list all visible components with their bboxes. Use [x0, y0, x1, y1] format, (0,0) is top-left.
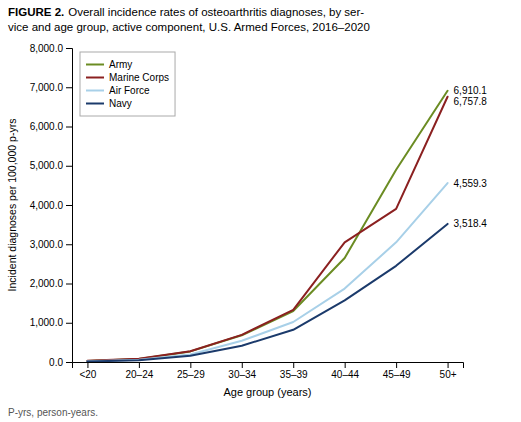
x-tick-mark: [242, 362, 243, 368]
y-tick: 1,000.0: [30, 317, 72, 328]
y-tick: 7,000.0: [30, 82, 72, 93]
y-tick: 8,000.0: [30, 43, 72, 54]
legend-swatch: [86, 77, 104, 79]
y-tick-mark: [66, 323, 72, 324]
y-tick: 0.0: [49, 357, 72, 368]
y-axis: 0.0 1,000.0 2,000.0 3,000.0 4,000.0 5,000.0 6,…: [30, 43, 73, 368]
legend-label: Marine Corps: [109, 72, 169, 83]
y-axis-title: Incident diagnoses per 100,000 p-yrs: [6, 119, 18, 292]
legend-item: Air Force: [86, 85, 150, 96]
series-line: [87, 183, 447, 361]
y-tick-mark: [66, 205, 72, 206]
y-tick-mark: [66, 244, 72, 245]
legend-swatch: [86, 90, 104, 92]
data-labels: 6,910.16,757.8 4,559.3 3,518.4: [454, 85, 488, 229]
x-tick: 30–34: [228, 362, 256, 380]
y-tick-label: 2,000.0: [30, 278, 64, 289]
x-tick-label: 25–29: [177, 369, 205, 380]
y-tick-label: 6,000.0: [30, 121, 64, 132]
x-tick: 50+: [440, 362, 457, 380]
y-tick: 3,000.0: [30, 239, 72, 250]
x-tick-mark: [396, 362, 397, 368]
x-axis: <20 20–24 25–29 30–34 35–39 40–44 45–49 50+: [73, 362, 464, 380]
series-line: [87, 91, 447, 361]
x-tick-label: 20–24: [125, 369, 153, 380]
x-tick-mark: [293, 362, 294, 368]
legend-swatch: [86, 103, 104, 105]
legend-label: Air Force: [109, 85, 150, 96]
y-tick: 6,000.0: [30, 121, 72, 132]
x-tick: 25–29: [177, 362, 205, 380]
x-tick-label: 40–44: [331, 369, 359, 380]
data-label: 4,559.3: [454, 178, 488, 189]
y-axis-line: [66, 49, 73, 363]
y-tick: 4,000.0: [30, 200, 72, 211]
legend-label: Army: [109, 59, 132, 70]
y-tick-mark: [66, 127, 72, 128]
y-tick-label: 4,000.0: [30, 200, 64, 211]
x-tick-mark: [345, 362, 346, 368]
x-tick-label: 50+: [440, 369, 457, 380]
x-tick-mark: [139, 362, 140, 368]
x-axis-line: [73, 363, 464, 369]
x-tick-mark: [448, 362, 449, 368]
y-tick-label: 8,000.0: [30, 43, 64, 54]
data-label: 6,757.8: [454, 96, 488, 107]
x-tick-label: <20: [79, 369, 96, 380]
x-tick-mark: [190, 362, 191, 368]
legend-item: Army: [86, 59, 132, 70]
lines: [87, 91, 447, 362]
y-tick: 2,000.0: [30, 278, 72, 289]
annotation: P-yrs, person-years.: [8, 407, 98, 418]
x-tick-label: 35–39: [280, 369, 308, 380]
subtitle: vice and age group, active component, U.…: [8, 21, 370, 33]
x-axis-title: Age group (years): [223, 386, 311, 398]
data-label: 6,910.1: [454, 85, 488, 96]
y-tick-label: 7,000.0: [30, 82, 64, 93]
series-line: [87, 97, 447, 361]
legend-item: Marine Corps: [86, 72, 169, 83]
x-tick: 40–44: [331, 362, 359, 380]
y-tick-mark: [66, 48, 72, 49]
legend-box: [80, 52, 175, 116]
y-tick-mark: [66, 284, 72, 285]
x-tick-label: 45–49: [383, 369, 411, 380]
legend: Army Marine Corps Air Force Navy: [80, 52, 175, 116]
chart: FIGURE 2. Overall incidence rates of oste…: [0, 0, 521, 422]
y-tick-label: 3,000.0: [30, 239, 64, 250]
legend-label: Navy: [109, 98, 132, 109]
x-tick: 45–49: [383, 362, 411, 380]
x-tick-mark: [87, 362, 88, 368]
x-tick-label: 30–34: [228, 369, 256, 380]
x-tick: 35–39: [280, 362, 308, 380]
y-tick-label: 0.0: [49, 357, 63, 368]
subtitle: Overall incidence rates of osteoarthriti…: [68, 6, 364, 18]
y-tick-label: 1,000.0: [30, 317, 64, 328]
legend-swatch: [86, 64, 104, 66]
data-label: 3,518.4: [454, 218, 488, 229]
y-tick: 5,000.0: [30, 160, 72, 171]
x-tick: 20–24: [125, 362, 153, 380]
title: FIGURE 2.: [8, 6, 64, 18]
plot-area: 0.0 1,000.0 2,000.0 3,000.0 4,000.0 5,000.0 6,…: [30, 43, 488, 398]
y-tick-label: 5,000.0: [30, 160, 64, 171]
y-tick-mark: [66, 166, 72, 167]
y-tick-mark: [66, 87, 72, 88]
legend-item: Navy: [86, 98, 132, 109]
series-line: [87, 224, 447, 362]
x-tick: <20: [79, 362, 96, 380]
y-tick-mark: [66, 362, 72, 363]
